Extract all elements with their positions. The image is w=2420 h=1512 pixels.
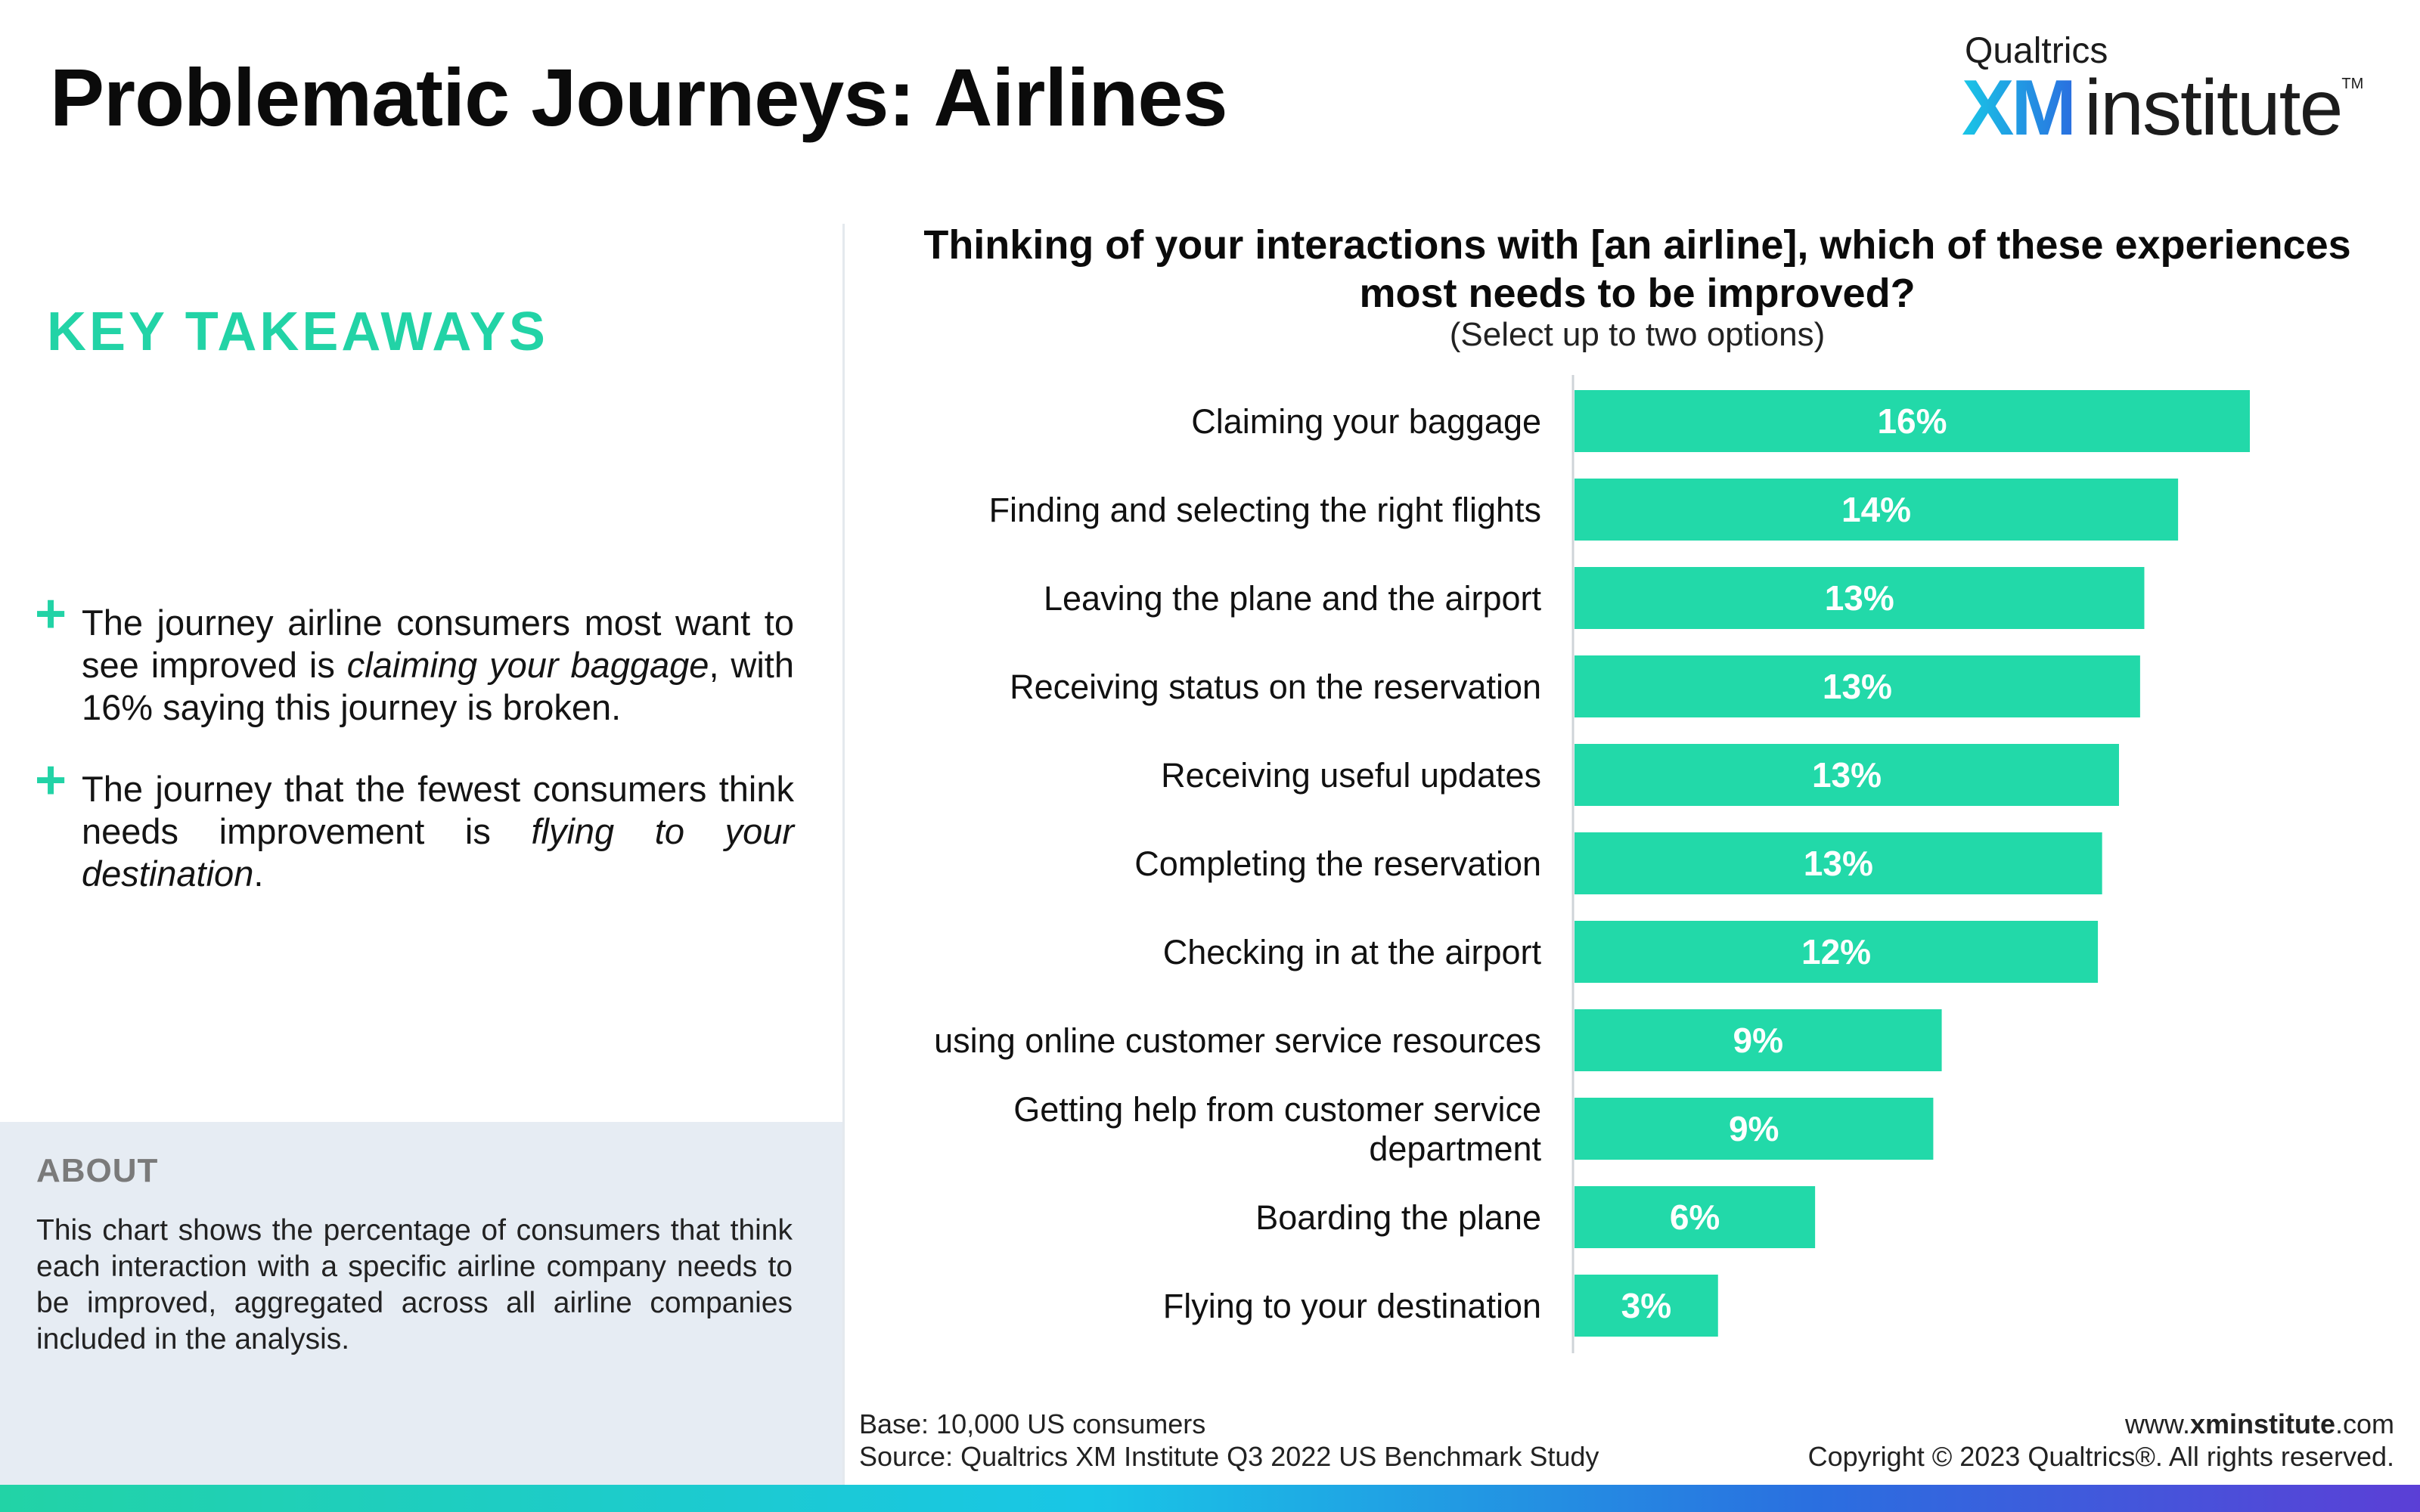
plus-icon: + xyxy=(35,584,67,644)
takeaway-text: The journey airline consumers most want … xyxy=(82,603,794,727)
takeaway-emphasis: claiming your baggage xyxy=(346,645,709,685)
logo-trademark: TM xyxy=(2341,76,2364,92)
bar xyxy=(1575,1186,1816,1248)
footer-base: Base: 10,000 US consumers xyxy=(859,1408,1206,1439)
page-title: Problematic Journeys: Airlines xyxy=(50,51,1228,143)
bar-data-label: 13% xyxy=(1804,844,1873,883)
category-label: Getting help from customer service xyxy=(1013,1090,1541,1129)
takeaway-item: + The journey airline consumers most wan… xyxy=(35,587,794,729)
chart-title: Thinking of your interactions with [an a… xyxy=(923,222,2351,316)
logo-xm-text: XM xyxy=(1962,64,2077,152)
column-divider xyxy=(842,224,845,1485)
plus-icon: + xyxy=(35,750,67,810)
footer-right: www.xminstitute.com Copyright © 2023 Qua… xyxy=(1808,1408,2394,1473)
bar-data-label: 13% xyxy=(1823,667,1892,706)
bar xyxy=(1575,567,2145,629)
xm-institute-logo: Qualtrics XM instituteTM xyxy=(1951,30,2375,151)
category-label: Leaving the plane and the airport xyxy=(1044,579,1541,618)
bar-data-label: 14% xyxy=(1841,490,1911,529)
bar xyxy=(1575,1009,1942,1071)
bar-data-label: 6% xyxy=(1670,1198,1720,1237)
footer-left: Base: 10,000 US consumers Source: Qualtr… xyxy=(859,1408,1599,1473)
category-label: Flying to your destination xyxy=(1163,1287,1541,1325)
bar xyxy=(1575,390,2250,452)
footer-website[interactable]: www.xminstitute.com xyxy=(2124,1408,2394,1439)
bar xyxy=(1575,921,2099,983)
bar xyxy=(1575,1275,1718,1337)
bar xyxy=(1575,479,2179,541)
bar xyxy=(1575,832,2102,894)
bar-data-label: 13% xyxy=(1825,578,1894,618)
category-label: using online customer service resources xyxy=(934,1021,1541,1060)
bar xyxy=(1575,655,2140,717)
takeaway-emphasis: flying to your destination xyxy=(82,811,794,894)
category-label: Finding and selecting the right flights xyxy=(989,491,1541,529)
bar-data-label: 13% xyxy=(1812,755,1882,795)
logo-institute-text: institute xyxy=(2084,64,2343,152)
chart-subtitle: (Select up to two options) xyxy=(1449,316,1826,353)
bar-data-label: 3% xyxy=(1621,1286,1671,1325)
takeaway-text: The journey that the fewest consumers th… xyxy=(82,769,794,894)
logo-qualtrics-text: Qualtrics xyxy=(1965,31,2108,71)
about-panel xyxy=(0,1122,842,1485)
bar-data-label: 16% xyxy=(1877,401,1947,441)
logo-wordmark: XM instituteTM xyxy=(1962,65,2363,151)
footer-copyright: Copyright © 2023 Qualtrics®. All rights … xyxy=(1807,1441,2394,1472)
category-label: Completing the reservation xyxy=(1134,844,1541,883)
bar-data-label: 9% xyxy=(1733,1021,1783,1060)
about-heading: ABOUT xyxy=(36,1152,159,1189)
bar xyxy=(1575,744,2119,806)
takeaway-item: + The journey that the fewest consumers … xyxy=(35,753,794,895)
category-label: department xyxy=(1369,1129,1541,1168)
category-label: Receiving status on the reservation xyxy=(1010,668,1541,706)
key-takeaways-heading: KEY TAKEAWAYS xyxy=(47,302,548,362)
bar-data-label: 12% xyxy=(1801,932,1871,971)
category-label: Checking in at the airport xyxy=(1163,933,1542,971)
about-body: This chart shows the percentage of consu… xyxy=(36,1214,793,1356)
bar-chart: 16% Claiming your baggage 14% Finding and s… xyxy=(934,375,2250,1353)
category-label: Boarding the plane xyxy=(1255,1198,1541,1237)
bottom-gradient-band xyxy=(0,1485,2420,1512)
category-label: Receiving useful updates xyxy=(1161,756,1541,795)
bar xyxy=(1575,1098,1934,1160)
bar-data-label: 9% xyxy=(1729,1109,1779,1148)
footer-source: Source: Qualtrics XM Institute Q3 2022 U… xyxy=(859,1441,1599,1472)
category-label: Claiming your baggage xyxy=(1191,402,1541,441)
